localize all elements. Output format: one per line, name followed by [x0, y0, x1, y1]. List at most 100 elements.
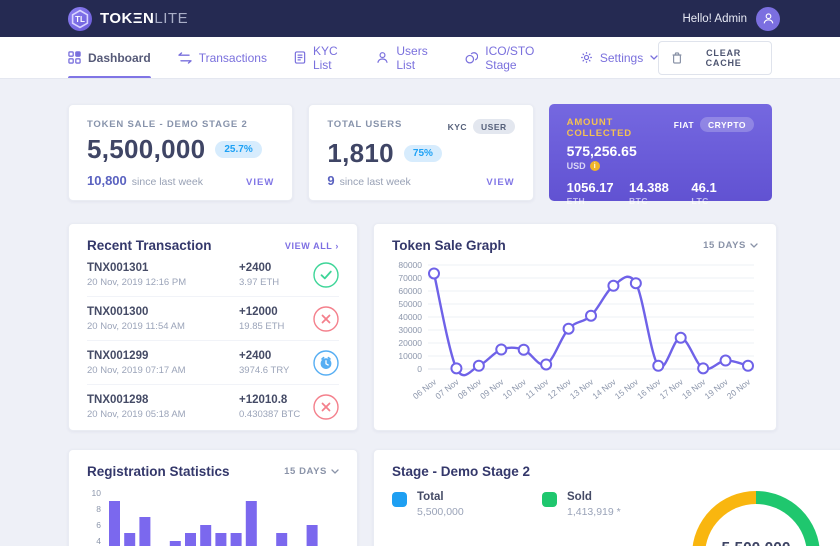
- tx-status-rejected-icon: [313, 394, 339, 420]
- dashboard-content: TOKEN SALE - DEMO STAGE 2 5,500,000 25.7…: [0, 79, 840, 546]
- svg-text:13 Nov: 13 Nov: [568, 376, 596, 401]
- chevron-right-icon: ›: [335, 240, 339, 251]
- token-sale-graph-panel: Token Sale Graph 15 DAYS 80000 70000 60000…: [373, 223, 777, 431]
- transaction-row[interactable]: TNX001299 20 Nov, 2019 07:17 AM +2400 3974…: [87, 341, 339, 385]
- svg-text:10 Nov: 10 Nov: [501, 376, 529, 401]
- transaction-list: TNX001301 20 Nov, 2019 12:16 PM +2400 3.97…: [87, 253, 339, 428]
- legend-swatch: [542, 492, 557, 507]
- view-link[interactable]: VIEW: [246, 177, 275, 188]
- svg-text:20000: 20000: [398, 338, 422, 348]
- svg-text:14 Nov: 14 Nov: [590, 376, 618, 401]
- svg-text:16 Nov: 16 Nov: [635, 376, 663, 401]
- crypto-amount-ltc: 46.1 LTC: [691, 180, 717, 206]
- token-sale-stat-card: TOKEN SALE - DEMO STAGE 2 5,500,000 25.7…: [68, 104, 294, 201]
- registration-statistics-panel: Registration Statistics 15 DAYS 108642: [68, 449, 358, 546]
- card-title: TOTAL USERS: [327, 119, 403, 130]
- range-dropdown[interactable]: 15 DAYS: [284, 466, 339, 477]
- tokenlite-logo-icon: TL: [68, 6, 92, 31]
- stage-donut-chart: 5,500,000 TLE: [692, 491, 820, 546]
- svg-text:08 Nov: 08 Nov: [456, 376, 484, 401]
- range-dropdown[interactable]: 15 DAYS: [703, 240, 758, 251]
- total-users-stat-card: TOTAL USERS KYC USER 1,810 75% 9 since l…: [308, 104, 534, 201]
- tx-status-rejected-icon: [313, 306, 339, 332]
- panel-title: Registration Statistics: [87, 464, 230, 479]
- clear-cache-label: CLEAR CACHE: [705, 47, 742, 68]
- panel-title: Recent Transaction: [87, 238, 212, 253]
- kyc-user-toggle: KYC USER: [448, 119, 515, 134]
- toggle-user[interactable]: USER: [473, 119, 515, 134]
- usd-label: USD: [566, 161, 586, 171]
- svg-text:07 Nov: 07 Nov: [433, 376, 461, 401]
- nav-label: KYC List: [312, 43, 338, 72]
- svg-text:0: 0: [417, 364, 422, 374]
- svg-text:50000: 50000: [398, 299, 422, 309]
- svg-text:40000: 40000: [398, 312, 422, 322]
- greeting-text: Hello! Admin: [682, 12, 747, 25]
- view-link[interactable]: VIEW: [486, 177, 515, 188]
- dashboard-grid-icon: [68, 51, 81, 64]
- chevron-down-icon: [750, 243, 758, 248]
- transaction-row[interactable]: TNX001298 20 Nov, 2019 05:18 AM +12010.8 0…: [87, 385, 339, 428]
- amount-collected-card: AMOUNT COLLECTED FIAT CRYPTO 575,256.65 …: [548, 104, 772, 206]
- svg-text:18 Nov: 18 Nov: [680, 376, 708, 401]
- svg-text:80000: 80000: [398, 260, 422, 270]
- delta-value: 10,800: [87, 173, 127, 188]
- fiat-crypto-toggle: FIAT CRYPTO: [674, 117, 754, 132]
- transaction-row[interactable]: TNX001301 20 Nov, 2019 12:16 PM +2400 3.97…: [87, 253, 339, 297]
- nav-item-users-list[interactable]: Users List: [376, 37, 438, 78]
- user-box: Hello! Admin: [682, 6, 780, 31]
- token-sale-value: 5,500,000: [87, 134, 206, 164]
- toggle-crypto[interactable]: CRYPTO: [700, 117, 754, 132]
- nav-item-dashboard[interactable]: Dashboard: [68, 37, 151, 78]
- legend-item-sold: Sold 1,413,919 *: [542, 491, 692, 546]
- svg-text:TL: TL: [75, 15, 85, 24]
- nav-item-settings[interactable]: Settings: [580, 37, 658, 78]
- svg-text:19 Nov: 19 Nov: [702, 376, 730, 401]
- nav-label: ICO/STO Stage: [485, 43, 535, 72]
- svg-text:17 Nov: 17 Nov: [658, 376, 686, 401]
- delta-label: since last week: [131, 176, 203, 188]
- nav-label: Settings: [599, 50, 644, 65]
- delta-label: since last week: [339, 176, 411, 188]
- nav-item-kyc-list[interactable]: KYC List: [294, 37, 349, 78]
- coins-icon: [465, 51, 479, 64]
- legend-item-total: Total 5,500,000: [392, 491, 542, 546]
- info-icon[interactable]: i: [589, 161, 600, 171]
- svg-text:09 Nov: 09 Nov: [478, 376, 506, 401]
- nav-item-ico-sto-stage[interactable]: ICO/STO Stage: [465, 37, 553, 78]
- svg-text:8: 8: [96, 504, 101, 514]
- person-icon: [763, 13, 773, 24]
- card-title: AMOUNT COLLECTED: [566, 117, 632, 139]
- svg-text:10: 10: [92, 488, 102, 498]
- legend-swatch: [392, 492, 407, 507]
- transaction-row[interactable]: TNX001300 20 Nov, 2019 11:54 AM +12000 19.…: [87, 297, 339, 341]
- tx-status-pending-icon: [313, 350, 339, 376]
- delta-value: 9: [327, 173, 335, 188]
- brand-name: TOKΞNLITE: [100, 10, 189, 27]
- svg-text:11 Nov: 11 Nov: [523, 376, 550, 401]
- view-all-link[interactable]: VIEW ALL ›: [284, 240, 339, 251]
- percent-badge: 75%: [403, 145, 442, 162]
- nav-item-transactions[interactable]: Transactions: [177, 37, 267, 78]
- svg-text:15 Nov: 15 Nov: [613, 376, 641, 401]
- nav-label: Dashboard: [88, 50, 151, 65]
- panel-title: Stage - Demo Stage 2: [392, 464, 531, 479]
- toggle-kyc[interactable]: KYC: [447, 121, 468, 132]
- registration-bar-chart: 108642: [87, 485, 339, 546]
- svg-text:12 Nov: 12 Nov: [545, 376, 573, 401]
- kyc-document-icon: [294, 51, 306, 64]
- svg-text:60000: 60000: [398, 286, 422, 296]
- usd-amount: 575,256.65: [566, 143, 637, 159]
- recent-transactions-panel: Recent Transaction VIEW ALL › TNX001301 20…: [68, 223, 358, 431]
- card-title: TOKEN SALE - DEMO STAGE 2: [87, 119, 248, 130]
- clear-cache-button[interactable]: CLEAR CACHE: [658, 40, 772, 75]
- svg-text:10000: 10000: [398, 351, 422, 361]
- svg-text:4: 4: [96, 536, 101, 546]
- chevron-down-icon: [331, 469, 339, 474]
- topbar: TL TOKΞNLITE Hello! Admin: [0, 0, 840, 37]
- gear-icon: [580, 51, 593, 64]
- avatar[interactable]: [756, 6, 780, 31]
- toggle-fiat[interactable]: FIAT: [673, 119, 695, 130]
- svg-text:70000: 70000: [398, 273, 422, 283]
